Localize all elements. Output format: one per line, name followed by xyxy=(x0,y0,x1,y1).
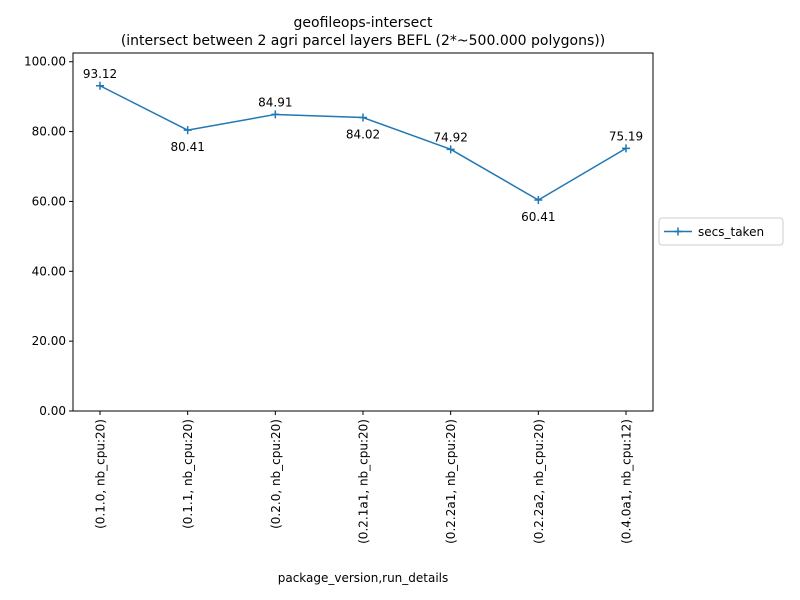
chart-title: geofileops-intersect xyxy=(294,15,433,31)
legend-series-marker xyxy=(674,227,682,236)
data-label: 84.02 xyxy=(346,128,380,142)
y-tick-label: 40.00 xyxy=(32,264,66,278)
x-tick-label: (0.1.0, nb_cpu:20) xyxy=(94,419,108,529)
annotation-layer: 93.12 80.41 84.91 84.02 74.92 60.41 75.19 xyxy=(83,67,643,224)
data-label: 60.41 xyxy=(521,210,555,224)
y-tick-label: 80.00 xyxy=(32,125,66,139)
data-point-marker xyxy=(359,113,367,122)
x-tick-label: (0.2.1a1, nb_cpu:20) xyxy=(357,419,371,544)
chart-subtitle: (intersect between 2 agri parcel layers … xyxy=(121,33,605,49)
data-point-marker xyxy=(622,144,630,153)
y-axis: 0.00 20.00 40.00 60.00 80.00 100.00 xyxy=(24,55,73,418)
y-tick-label: 0.00 xyxy=(39,404,66,418)
data-label: 74.92 xyxy=(433,130,467,144)
data-point-marker xyxy=(96,81,104,90)
data-label: 75.19 xyxy=(609,129,643,143)
data-label: 84.91 xyxy=(258,95,292,109)
data-label: 80.41 xyxy=(170,140,204,154)
data-point-marker xyxy=(271,110,280,119)
x-tick-label: (0.2.0, nb_cpu:20) xyxy=(269,419,283,529)
x-axis: (0.1.0, nb_cpu:20) (0.1.1, nb_cpu:20) (0.2… xyxy=(94,411,634,544)
x-tick-label: (0.1.1, nb_cpu:20) xyxy=(181,419,195,529)
data-point-marker xyxy=(534,196,543,205)
legend: secs_taken xyxy=(658,217,784,246)
x-tick-label: (0.2.2a1, nb_cpu:20) xyxy=(444,419,458,544)
series-layer xyxy=(96,81,630,205)
legend-frame xyxy=(658,217,784,246)
y-tick-label: 100.00 xyxy=(24,55,66,69)
plot-frame xyxy=(72,52,654,412)
y-tick-label: 60.00 xyxy=(32,194,66,208)
x-tick-label: (0.2.2a2, nb_cpu:20) xyxy=(532,419,546,544)
data-point-marker xyxy=(183,126,192,135)
x-axis-label: package_version,run_details xyxy=(278,571,449,585)
y-tick-label: 20.00 xyxy=(32,334,66,348)
x-tick-label: (0.4.0a1, nb_cpu:12) xyxy=(620,419,634,544)
legend-label: secs_taken xyxy=(698,225,764,239)
data-label: 93.12 xyxy=(83,67,117,81)
data-point-marker xyxy=(446,145,455,154)
